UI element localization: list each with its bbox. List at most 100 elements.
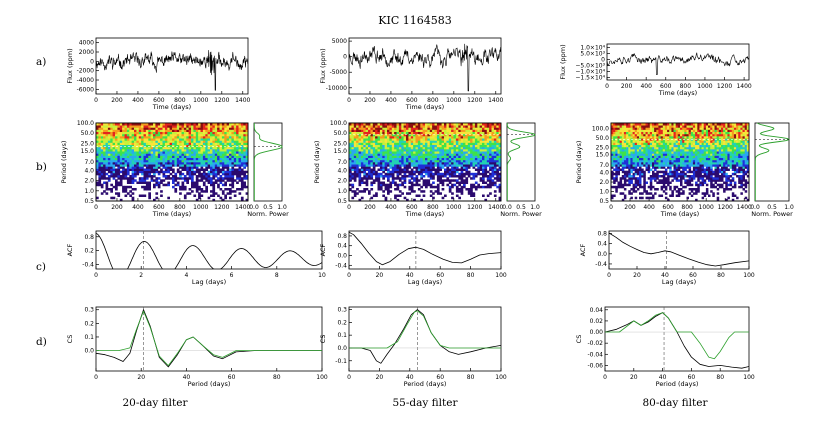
panel-b-col1-wavelet-cell xyxy=(150,136,154,139)
panel-b-col2-wavelet-cell xyxy=(439,138,442,141)
panel-b-col2-wavelet-cell xyxy=(432,129,435,132)
panel-b-col2-wavelet-cell xyxy=(370,125,374,128)
panel-b-col1-wavelet-cell xyxy=(153,198,156,201)
panel-b-col2-wavelet-cell xyxy=(470,190,473,193)
panel-b-col1-wavelet-cell xyxy=(143,127,147,130)
panel-b-col1-wavelet-cell xyxy=(186,127,189,130)
panel-b-col2-wavelet-cell xyxy=(410,136,414,139)
panel-b-col2-wavelet-cell xyxy=(382,164,385,167)
panel-b-col3-wavelet-cell xyxy=(701,196,705,200)
panel-b-col1-wavelet-cell xyxy=(179,166,182,169)
panel-b-col1-wavelet-cell xyxy=(186,170,189,174)
panel-b-col3-wavelet-cell xyxy=(682,155,685,158)
panel-b-col2-wavelet-cell xyxy=(415,123,419,126)
panel-b-col3-wavelet-cell xyxy=(632,155,636,158)
panel-b-col1-wavelet-cell xyxy=(188,177,192,180)
panel-b-col3-wavelet-cell xyxy=(729,188,733,191)
panel-b-col2-wavelet-cell xyxy=(436,138,440,141)
panel-b-col1-wavelet-cell xyxy=(105,146,109,150)
panel-a-col3-ytick-label: 1.0×10⁴ xyxy=(580,45,605,52)
panel-b-col1-wavelet-cell xyxy=(202,157,206,161)
panel-b-col2-wavelet-cell xyxy=(486,138,490,141)
panel-b-col1-wavelet-cell xyxy=(138,159,142,163)
panel-b-col1-wavelet-cell xyxy=(105,188,109,191)
panel-b-col3-wavelet-cell xyxy=(746,162,749,165)
panel-b-col1-wavelet xyxy=(96,123,248,201)
panel-b-col3-wavelet-cell xyxy=(649,149,653,152)
panel-b-col2-wavelet-cell xyxy=(467,155,471,158)
panel-b-col3-wavelet-cell xyxy=(736,162,739,165)
panel-b-col2-wavelet-cell xyxy=(396,175,400,178)
panel-b-col1-wavelet-cell xyxy=(207,159,211,163)
panel-b-col1-wavelet-cell xyxy=(205,185,208,189)
panel-b-col2-wavelet-cell xyxy=(465,172,469,176)
panel-b-col1-wavelet-cell xyxy=(207,144,211,148)
panel-b-col2-wavelet-cell xyxy=(441,144,445,148)
panel-b-col1-wavelet-cell xyxy=(124,164,128,167)
panel-b-col3-wavelet-cell xyxy=(684,166,687,169)
panel-b-col3-wavelet-cell xyxy=(634,151,638,154)
panel-b-col1-wavelet-cell xyxy=(150,125,154,128)
panel-b-col2-wavelet-cell xyxy=(417,129,421,132)
panel-b-col1-wavelet-cell xyxy=(117,181,121,184)
panel-b-col2-wavelet-cell xyxy=(451,133,454,137)
panel-b-col1-wavelet-cell xyxy=(172,157,175,161)
panel-b-col3-wavelet-cell xyxy=(723,170,726,174)
panel-b-col2-wavelet-cell xyxy=(432,140,435,143)
panel-b-col1-wavelet-cell xyxy=(138,162,142,165)
panel-b-col1-wavelet-cell xyxy=(103,170,106,174)
panel-b-col3-wavelet-cell xyxy=(611,177,614,180)
panel-b-col2-wavelet-cell xyxy=(360,157,364,161)
panel-b-col1-wavelet-cell xyxy=(245,127,248,130)
panel-b-col2-wavelet-cell xyxy=(353,142,357,145)
panel-b-col2-wavelet-cell xyxy=(448,190,452,193)
panel-b-col1-wavelet-cell xyxy=(236,157,239,161)
panel-a-col2-ytick-label: -10000 xyxy=(326,85,347,92)
panel-b-col2-wavelet-cell xyxy=(396,164,400,167)
panel-b-col1-wavelet-cell xyxy=(160,155,163,158)
panel-b-col1-wavelet-cell xyxy=(202,129,206,132)
panel-b-col1-wavelet-cell xyxy=(245,142,248,145)
panel-b-col2-wavelet-cell xyxy=(420,138,423,141)
panel-b-col1-wavelet-cell xyxy=(124,177,128,180)
panel-b-col3-wavelet-cell xyxy=(634,155,638,158)
panel-b-col2-wavelet-cell xyxy=(498,179,501,182)
panel-b-col1-wavelet-cell xyxy=(233,142,237,145)
panel-b-col3-wavelet-cell xyxy=(626,155,629,158)
panel-b-col1-wavelet-cell xyxy=(126,153,130,156)
panel-b-col1-wavelet-cell xyxy=(179,155,182,158)
panel-b-col3-wavelet-cell xyxy=(652,157,655,161)
panel-b-col3-wavelet-cell xyxy=(673,172,676,176)
panel-b-col3-wavelet-cell xyxy=(671,153,674,156)
panel-b-col1-wavelet-cell xyxy=(119,125,123,128)
panel-b-col3-wavelet-cell xyxy=(662,172,666,176)
panel-b-col3-wavelet-cell xyxy=(725,183,728,187)
panel-b-col1-gwps-line xyxy=(253,123,283,201)
panel-b-col1-wavelet-cell xyxy=(176,142,180,145)
panel-b-col1-wavelet-cell xyxy=(145,168,149,171)
panel-b-col2-wavelet-cell xyxy=(384,125,388,128)
panel-b-col1-wavelet-cell xyxy=(136,164,140,167)
panel-b-col1-wavelet-cell xyxy=(150,175,154,178)
panel-b-col2-wavelet-cell xyxy=(458,151,461,154)
panel-b-col2-wavelet-cell xyxy=(401,138,404,141)
panel-b-col2-wavelet-cell xyxy=(398,149,402,152)
panel-b-col3-wavelet-cell xyxy=(695,192,698,195)
panel-b-col2-wavelet-cell xyxy=(463,179,466,182)
panel-b-col3-wavelet-cell xyxy=(667,172,670,176)
panel-b-col1-wavelet-cell xyxy=(96,164,99,167)
panel-b-col2-wavelet-cell xyxy=(486,127,490,130)
panel-b-col1-wavelet-cell xyxy=(160,127,163,130)
panel-b-col2-wavelet-cell xyxy=(379,138,383,141)
panel-b-col1-wavelet-cell xyxy=(138,166,142,169)
panel-b-col2-wavelet-cell xyxy=(491,127,495,130)
panel-b-col3-wavelet-cell xyxy=(611,172,614,176)
panel-b-col1-wavelet-cell xyxy=(245,157,248,161)
panel-b-col2-wavelet-cell xyxy=(472,177,476,180)
panel-b-col1-wavelet-cell xyxy=(157,144,161,148)
panel-b-col1-wavelet-cell xyxy=(157,136,161,139)
panel-b-col1-wavelet-cell xyxy=(134,151,137,154)
panel-b-col2-wavelet-cell xyxy=(425,136,428,139)
panel-b-col2-wavelet-cell xyxy=(498,185,501,189)
panel-b-col2-wavelet-cell xyxy=(439,131,442,135)
